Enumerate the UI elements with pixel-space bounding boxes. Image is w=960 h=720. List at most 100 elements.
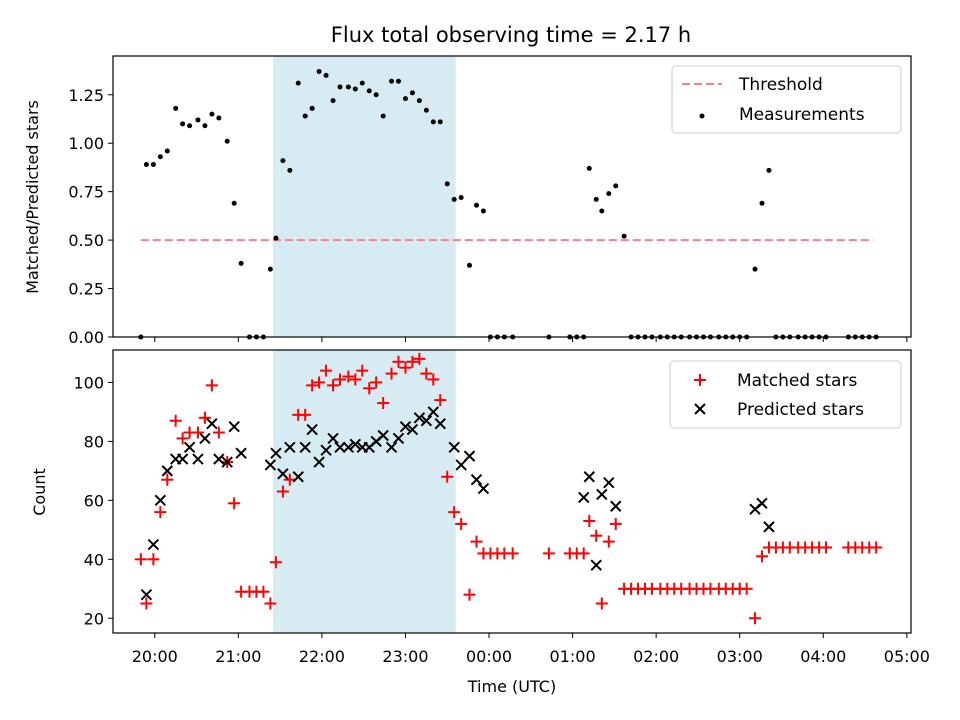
predicted-star-point [583,471,596,483]
measurement-point [231,200,237,206]
ratio-axis-ticks: 0.00 0.25 0.50 0.75 1.00 1.25 [68,86,908,347]
predicted-star-point [213,453,225,465]
measurement-point [373,92,379,98]
predicted-star-point [292,471,304,483]
measurement-point [216,115,222,121]
matched-star-point [334,373,347,386]
predicted-mark-b [199,432,211,445]
predicted-mark-b [448,441,460,453]
matched-star-point [176,432,189,445]
predicted-mark-b [228,420,240,433]
measurement-point [273,235,279,241]
predicted-mark-b [154,494,167,507]
predicted-star-point [610,500,622,512]
predicted-mark-b [477,482,490,495]
predicted-mark-b [277,468,289,480]
predicted-mark-b [292,471,304,483]
measurement-point [280,158,286,164]
measurement-point [606,191,612,197]
y-tick-label: 100 [73,373,104,392]
predicted-mark-b [183,441,196,453]
matched-star-point [306,379,319,392]
x-tick-label: 00:00 [466,647,512,666]
measurement-point [173,105,179,111]
matched-star-point [198,411,211,424]
measurement-point [613,183,619,189]
matched-star-point [299,408,312,421]
measurement-point [195,117,201,123]
predicted-star-point [199,432,211,445]
matched-star-point [191,426,204,439]
predicted-star-point [270,447,282,459]
measurement-point [157,154,163,160]
predicted-star-point [349,438,362,451]
measurement-point [759,200,765,206]
legend-matched-label: Matched stars [737,371,857,391]
observing-window-shade [273,350,456,633]
matched-star-point [363,382,376,395]
measurement-point [395,78,401,84]
count-legend: Matched stars Predicted stars [669,360,902,429]
matched-star-point [448,506,461,519]
predicted-mark-b [470,474,483,486]
measurement-point [337,84,343,90]
matched-star-point [506,547,519,560]
predicted-mark-b [349,438,362,451]
measurement-point [164,148,170,154]
measurement-point [366,88,372,94]
measurement-point [409,90,415,96]
matched-star-point [399,361,412,374]
x-tick-label: 23:00 [382,647,428,666]
matched-star-point [140,597,153,610]
predicted-mark-b [221,456,233,468]
predicted-star-point [578,491,590,504]
predicted-mark-b [434,417,446,430]
matched-star-point [870,541,883,554]
matched-star-point [147,553,160,566]
matched-star-point [264,597,277,610]
measurement-point [209,111,215,117]
predicted-mark-b [327,432,339,445]
predicted-star-point [406,423,419,436]
predicted-mark-b [427,406,440,418]
legend-matched-swatch [694,374,706,386]
predicted-star-point [596,488,608,501]
predicted-mark-b [455,459,467,471]
predicted-star-point [154,494,167,507]
y-tick-label: 0.00 [68,328,104,347]
y-tick-label: 0.50 [68,231,104,250]
observing-window-shade [273,56,456,337]
measurement-point [187,123,193,129]
measurement-point [150,162,156,168]
matched-star-point [276,485,289,498]
measurement-point [224,138,230,144]
predicted-mark-b [406,423,419,436]
measurement-point [467,262,473,268]
measurement-point [267,266,273,272]
measurement-point [143,162,149,168]
matched-star-point [370,376,383,389]
predicted-stars-points [140,406,775,601]
matched-star-point [749,612,762,625]
figure-title: Flux total observing time = 2.17 h [331,23,691,47]
predicted-star-point [756,497,768,509]
x-tick-label: 01:00 [550,647,596,666]
predicted-mark-b [140,588,153,601]
measurement-point [416,98,422,104]
matched-star-point [349,373,362,386]
matched-star-point [161,473,174,486]
predicted-mark-b [334,441,346,453]
predicted-mark-b [596,488,608,501]
predicted-mark-b [342,441,355,453]
predicted-mark-b [306,423,318,436]
predicted-star-point [413,412,426,424]
ratio-legend-box [671,65,902,134]
count-axis-ticks: 20:00 21:00 22:00 23:00 00:00 01:00 02:00 03:00… [73,373,929,666]
measurement-point [437,119,443,125]
predicted-star-point [264,459,277,471]
matched-star-point [755,550,768,563]
measurement-point [309,105,315,111]
predicted-star-point [427,406,440,418]
measurement-point [621,233,627,239]
predicted-star-point [399,420,412,433]
